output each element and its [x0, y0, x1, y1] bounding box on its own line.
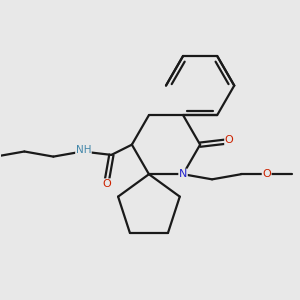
- Text: NH: NH: [76, 145, 91, 155]
- Text: N: N: [179, 169, 187, 179]
- Text: O: O: [102, 179, 111, 189]
- Text: O: O: [225, 135, 233, 145]
- Text: O: O: [262, 169, 271, 179]
